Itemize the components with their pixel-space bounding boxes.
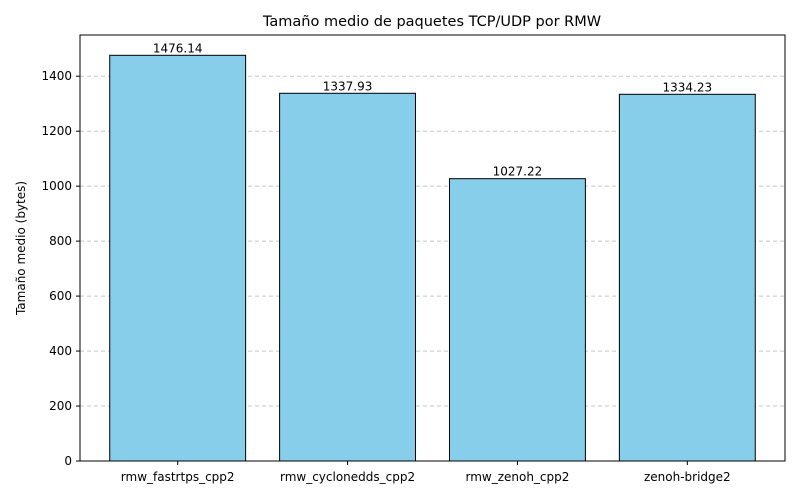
bar-value-label: 1476.14 <box>153 41 203 55</box>
bar-value-label: 1027.22 <box>493 165 543 179</box>
y-tick-label: 1000 <box>41 179 72 193</box>
x-tick-label: rmw_fastrtps_cpp2 <box>121 470 235 484</box>
y-tick-label: 600 <box>49 289 72 303</box>
y-tick-label: 400 <box>49 344 72 358</box>
y-tick-label: 200 <box>49 399 72 413</box>
x-axis-ticks: rmw_fastrtps_cpp2 rmw_cyclonedds_cpp2 rmw_… <box>121 461 731 484</box>
bar <box>109 54 247 462</box>
bar <box>448 178 586 462</box>
y-tick-label: 1200 <box>41 124 72 138</box>
y-tick-label: 800 <box>49 234 72 248</box>
bar-value-labels: 1476.14 1337.93 1027.22 1334.23 <box>153 41 712 178</box>
y-axis-label: Tamaño medio (bytes) <box>14 181 28 316</box>
chart-title: Tamaño medio de paquetes TCP/UDP por RMW <box>262 14 601 30</box>
bar <box>618 93 756 462</box>
y-tick-label: 1400 <box>41 69 72 83</box>
plot-frame <box>79 34 786 462</box>
x-tick-label: rmw_cyclonedds_cpp2 <box>280 470 415 484</box>
x-tick-label: zenoh-bridge2 <box>644 470 731 484</box>
grid-lines <box>80 75 785 407</box>
bars <box>109 54 756 462</box>
bar-value-label: 1334.23 <box>663 80 713 94</box>
bar-value-label: 1337.93 <box>323 79 373 93</box>
y-tick-label: 0 <box>64 454 72 468</box>
x-tick-label: rmw_zenoh_cpp2 <box>465 470 569 484</box>
bar <box>279 92 417 462</box>
y-axis-ticks: 0 200 400 600 800 1000 1200 1400 <box>41 69 80 468</box>
